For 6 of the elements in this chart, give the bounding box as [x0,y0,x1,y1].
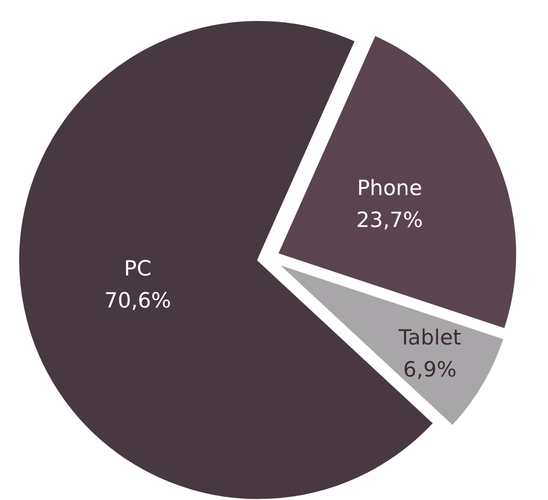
slice-label: PC [124,256,152,281]
data-label: 23,7% [356,208,424,232]
data-label: 70,6% [104,288,172,313]
data-label: 6,9% [403,358,457,382]
slice-label: Tablet [398,326,462,350]
slice-label: Phone [357,176,422,200]
